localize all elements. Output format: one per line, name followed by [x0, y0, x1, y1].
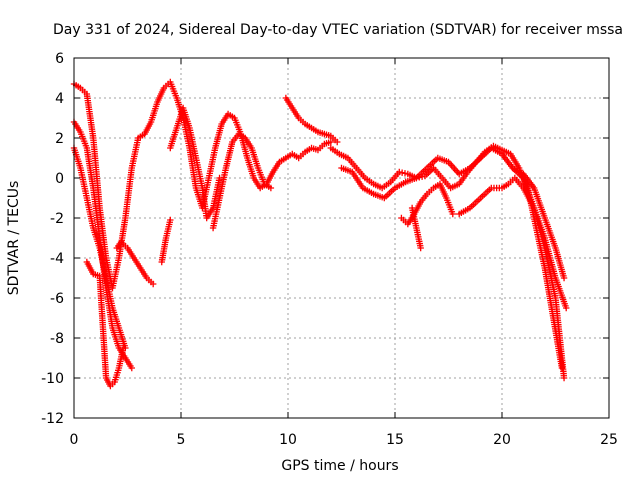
- data-point: [449, 210, 456, 218]
- data-point: [327, 138, 334, 146]
- x-tick-label: 20: [493, 432, 511, 448]
- data-point: [149, 280, 157, 288]
- y-tick-label: 2: [55, 131, 64, 147]
- data-point: [216, 174, 223, 182]
- y-tick-label: -12: [41, 411, 64, 427]
- y-tick-label: 0: [55, 171, 64, 187]
- series-track-1: [70, 78, 334, 292]
- series-track-12: [398, 180, 456, 228]
- y-tick-label: -10: [41, 371, 64, 387]
- data-point: [396, 168, 403, 176]
- data-point: [401, 170, 409, 177]
- x-tick-label: 25: [600, 432, 618, 448]
- data-point: [560, 274, 568, 282]
- data-point: [167, 216, 174, 224]
- series-track-14: [456, 174, 570, 312]
- y-tick-label: -8: [50, 331, 64, 347]
- series-track-6: [158, 216, 174, 266]
- chart-title: Day 331 of 2024, Sidereal Day-to-day VTE…: [53, 22, 623, 38]
- data-point: [563, 304, 570, 312]
- data-point: [560, 374, 568, 382]
- grid: [74, 58, 609, 418]
- y-axis-label: SDTVAR / TECUs: [6, 181, 22, 296]
- series-track-8: [209, 130, 275, 232]
- data-point: [398, 169, 406, 176]
- y-tick-label: -6: [50, 291, 64, 307]
- y-tick-label: 6: [55, 51, 64, 67]
- x-axis-label: GPS time / hours: [281, 458, 398, 474]
- series-track-9: [282, 94, 341, 146]
- y-tick-label: -4: [50, 251, 64, 267]
- x-tick-label: 15: [386, 432, 404, 448]
- series-track-15: [509, 164, 568, 282]
- data-point: [558, 364, 566, 372]
- series-track-13: [408, 204, 424, 252]
- data-layer: [70, 78, 570, 390]
- x-tick-label: 10: [279, 432, 297, 448]
- series-track-11: [338, 144, 568, 382]
- y-tick-label: 4: [55, 91, 64, 107]
- series-track-10: [327, 142, 566, 372]
- series-track-5: [113, 238, 157, 288]
- ticks: 0 5 10 15 20 25 -12 -10 -8 -6 -4 -2 0 2 4 6: [41, 51, 618, 448]
- x-tick-label: 5: [177, 432, 186, 448]
- y-tick-label: -2: [50, 211, 64, 227]
- series-track-7: [167, 104, 223, 222]
- data-point: [417, 244, 424, 252]
- data-point: [120, 344, 127, 352]
- series-track-4: [83, 258, 127, 390]
- data-point: [128, 364, 135, 372]
- plot-frame: [73, 57, 610, 419]
- data-point: [267, 184, 275, 192]
- data-point: [334, 138, 341, 146]
- x-tick-label: 0: [70, 432, 79, 448]
- series-track-2: [70, 118, 135, 372]
- series-track-3: [70, 144, 129, 352]
